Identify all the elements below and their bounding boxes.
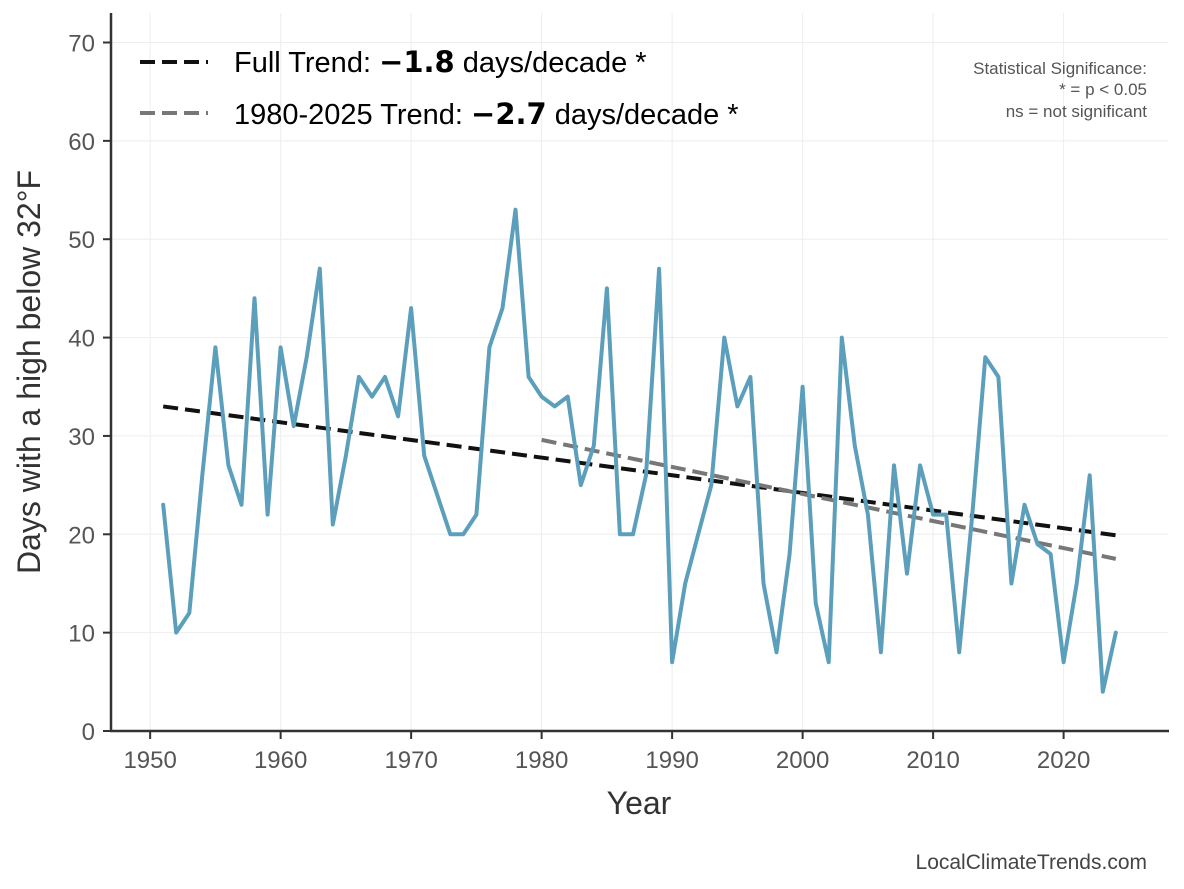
significance-note: Statistical Significance: * = p < 0.05 n…	[973, 59, 1147, 121]
legend-recent-prefix: 1980-2025 Trend:	[234, 99, 471, 131]
y-tick-label: 60	[68, 129, 95, 156]
full-trend-line	[162, 404, 1117, 538]
legend-recent-suffix: days/decade *	[547, 99, 739, 131]
grid	[111, 13, 1168, 732]
data-series-line	[161, 207, 1118, 694]
legend-full-prefix: Full Trend:	[234, 47, 379, 79]
y-tick-label: 50	[68, 227, 95, 254]
y-tick-label: 30	[68, 424, 95, 451]
y-axis-title: Days with a high below 32°F	[11, 170, 47, 574]
recent-trend-line	[541, 437, 1117, 561]
significance-ns: ns = not significant	[1006, 102, 1148, 121]
y-tick-label: 10	[68, 621, 95, 648]
x-tick-label: 2000	[776, 747, 829, 774]
y-tick-label: 70	[68, 31, 95, 58]
x-tick-label: 2010	[906, 747, 959, 774]
legend-label-recent-trend: 1980-2025 Trend: −2.7 days/decade *	[234, 97, 739, 131]
x-tick-label: 1980	[515, 747, 568, 774]
source-credit: LocalClimateTrends.com	[916, 851, 1147, 874]
legend: Full Trend: −1.8 days/decade * 1980-2025…	[140, 45, 739, 131]
legend-full-suffix: days/decade *	[455, 47, 647, 79]
x-tick-label: 1960	[254, 747, 307, 774]
series	[161, 207, 1118, 694]
significance-title: Statistical Significance:	[973, 59, 1147, 78]
legend-full-value: −1.8	[379, 45, 455, 79]
x-ticks: 1950 1960 1970 1980 1990 2000 2010 2020	[123, 731, 1090, 774]
y-tick-label: 0	[82, 719, 95, 746]
y-tick-label: 20	[68, 522, 95, 549]
x-tick-label: 1970	[384, 747, 437, 774]
x-axis-title: Year	[607, 785, 672, 821]
axes	[109, 13, 1169, 733]
y-ticks: 0 10 20 30 40 50 60 70	[68, 31, 111, 746]
x-tick-label: 2020	[1037, 747, 1090, 774]
y-tick-label: 40	[68, 326, 95, 353]
significance-p-value: * = p < 0.05	[1059, 80, 1147, 99]
x-tick-label: 1950	[123, 747, 176, 774]
legend-label-full-trend: Full Trend: −1.8 days/decade *	[234, 45, 647, 79]
x-tick-label: 1990	[645, 747, 698, 774]
trend-lines	[162, 404, 1117, 561]
legend-recent-value: −2.7	[471, 97, 547, 131]
